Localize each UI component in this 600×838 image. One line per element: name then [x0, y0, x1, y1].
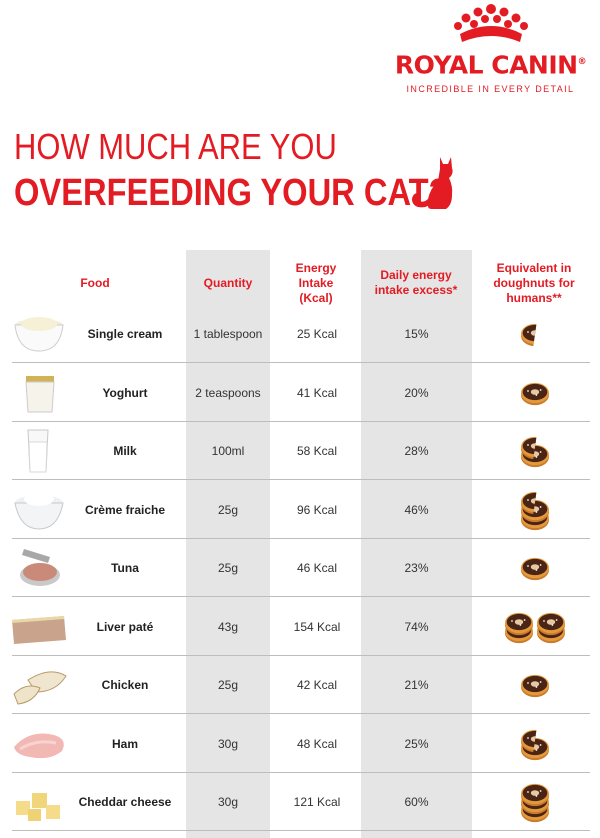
doughnut-equivalent-icon	[480, 305, 590, 363]
row-divider	[12, 537, 590, 539]
row-divider	[12, 362, 590, 363]
excess-value: 74%	[404, 619, 429, 634]
food-name: Milk	[113, 444, 137, 458]
table-row: Chicken 25g 42 Kcal 21%	[0, 656, 600, 714]
cat-silhouette-icon	[412, 157, 453, 209]
excess-value: 21%	[404, 678, 429, 692]
excess-value: 20%	[404, 385, 429, 400]
food-name: Single cream	[87, 327, 163, 341]
food-name: Chicken	[101, 678, 149, 692]
header-food: Food	[80, 275, 110, 290]
excess-value: 46%	[404, 502, 429, 517]
table-row: Liver paté 43g 154 Kcal 74%	[0, 598, 600, 656]
pate-slice-icon	[10, 604, 68, 650]
table-row: Yoghurt 2 teaspoons 41 Kcal 20%	[0, 364, 600, 422]
energy-value: 154 Kcal	[293, 619, 341, 634]
yoghurt-pot-icon	[10, 370, 68, 416]
row-divider	[12, 420, 590, 422]
creme-fraiche-bowl-icon	[10, 487, 68, 533]
quantity-value: 100ml	[211, 444, 245, 458]
table-row: Crème fraiche 25g 96 Kcal 46%	[0, 481, 600, 539]
ham-slice-icon	[10, 721, 68, 767]
food-name: Liver paté	[96, 619, 154, 634]
row-divider	[12, 596, 590, 597]
cheese-cubes-icon	[10, 779, 68, 825]
quantity-value: 43g	[217, 619, 239, 634]
energy-value: 25 Kcal	[296, 327, 338, 341]
headline-line-2: OVERFEEDING YOUR CAT?	[14, 172, 449, 214]
quantity-value: 1 tablespoon	[193, 327, 263, 341]
header-excess: Daily energy intake excess*	[374, 268, 458, 297]
quantity-value: 25g	[217, 502, 239, 517]
energy-value: 48 Kcal	[296, 736, 338, 751]
chicken-slices-icon	[10, 662, 68, 708]
row-divider	[12, 654, 590, 656]
row-divider	[12, 713, 590, 714]
brand-name: ROYAL CANIN®	[394, 50, 587, 80]
excess-column-band	[361, 250, 472, 838]
food-name: Tuna	[111, 561, 139, 575]
energy-value: 58 Kcal	[296, 444, 338, 458]
crown-icon	[454, 4, 528, 42]
energy-value: 96 Kcal	[296, 502, 338, 517]
doughnut-equivalent-icon	[480, 539, 590, 597]
table-row: Ham 30g 48 Kcal 25%	[0, 715, 600, 773]
quantity-value: 25g	[217, 561, 239, 575]
energy-value: 121 Kcal	[293, 795, 341, 809]
doughnut-equivalent-icon	[480, 656, 590, 714]
table-row: Tuna 25g 46 Kcal 23%	[0, 539, 600, 597]
food-name: Yoghurt	[102, 385, 148, 400]
energy-value: 41 Kcal	[296, 385, 338, 400]
quantity-value: 2 teaspoons	[195, 385, 261, 400]
doughnut-equivalent-icon	[480, 598, 590, 656]
energy-value: 46 Kcal	[296, 561, 338, 575]
doughnut-equivalent-icon	[480, 422, 590, 480]
quantity-column-band	[186, 250, 270, 838]
excess-value: 15%	[404, 327, 429, 341]
excess-value: 23%	[404, 561, 429, 575]
header-quantity: Quantity	[203, 275, 253, 290]
energy-value: 42 Kcal	[296, 678, 338, 692]
excess-value: 28%	[404, 444, 429, 458]
row-divider	[12, 830, 590, 831]
food-name: Ham	[111, 736, 138, 751]
royal-canin-logo: ROYAL CANIN® INCREDIBLE IN EVERY DETAIL	[388, 4, 593, 96]
table-row: Single cream 1 tablespoon 25 Kcal 15%	[0, 305, 600, 363]
row-divider	[12, 771, 590, 773]
header-energy: Energy Intake (Kcal)	[295, 260, 337, 305]
quantity-value: 25g	[217, 678, 239, 692]
table-row: Cheddar cheese 30g 121 Kcal 60%	[0, 773, 600, 831]
quantity-value: 30g	[217, 736, 239, 751]
cream-bowl-icon	[10, 311, 68, 357]
doughnut-equivalent-icon	[480, 773, 590, 831]
header-doughnuts: Equivalent in doughnuts for humans**	[493, 260, 575, 305]
table-row: Milk 100ml 58 Kcal 28%	[0, 422, 600, 480]
tuna-can-icon	[10, 545, 68, 591]
headline-line-1: HOW MUCH ARE YOU	[14, 126, 337, 167]
row-divider	[12, 479, 590, 480]
food-name: Cheddar cheese	[78, 795, 172, 809]
doughnut-equivalent-icon	[480, 364, 590, 422]
doughnut-equivalent-icon	[480, 715, 590, 773]
excess-value: 25%	[404, 736, 429, 751]
milk-glass-icon	[10, 428, 68, 474]
doughnut-equivalent-icon	[480, 481, 590, 539]
excess-value: 60%	[404, 795, 429, 809]
food-name: Crème fraiche	[84, 502, 166, 517]
brand-tagline: INCREDIBLE IN EVERY DETAIL	[406, 84, 575, 94]
quantity-value: 30g	[217, 795, 239, 809]
